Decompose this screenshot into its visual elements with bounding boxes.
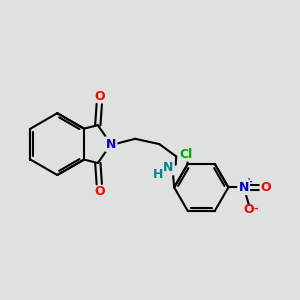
Text: N: N [163, 161, 173, 174]
Text: -: - [253, 204, 258, 214]
Text: H: H [153, 168, 163, 181]
Text: N: N [106, 138, 116, 151]
Text: O: O [260, 181, 271, 194]
Text: Cl: Cl [180, 148, 193, 161]
Text: O: O [244, 203, 254, 216]
Text: O: O [94, 185, 105, 198]
Text: N: N [238, 181, 249, 194]
Text: +: + [245, 177, 253, 187]
Text: O: O [94, 90, 105, 103]
